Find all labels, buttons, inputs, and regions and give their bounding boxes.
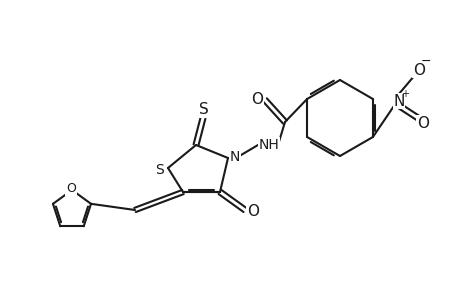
Text: S: S bbox=[155, 163, 164, 177]
Text: −: − bbox=[420, 55, 431, 68]
Text: O: O bbox=[412, 62, 424, 77]
Text: O: O bbox=[66, 182, 76, 196]
Text: O: O bbox=[251, 92, 263, 106]
Text: +: + bbox=[400, 89, 408, 99]
Text: NH: NH bbox=[258, 138, 279, 152]
Text: O: O bbox=[416, 116, 428, 130]
Text: N: N bbox=[230, 150, 240, 164]
Text: O: O bbox=[246, 205, 258, 220]
Text: S: S bbox=[199, 103, 208, 118]
Text: N: N bbox=[392, 94, 404, 109]
